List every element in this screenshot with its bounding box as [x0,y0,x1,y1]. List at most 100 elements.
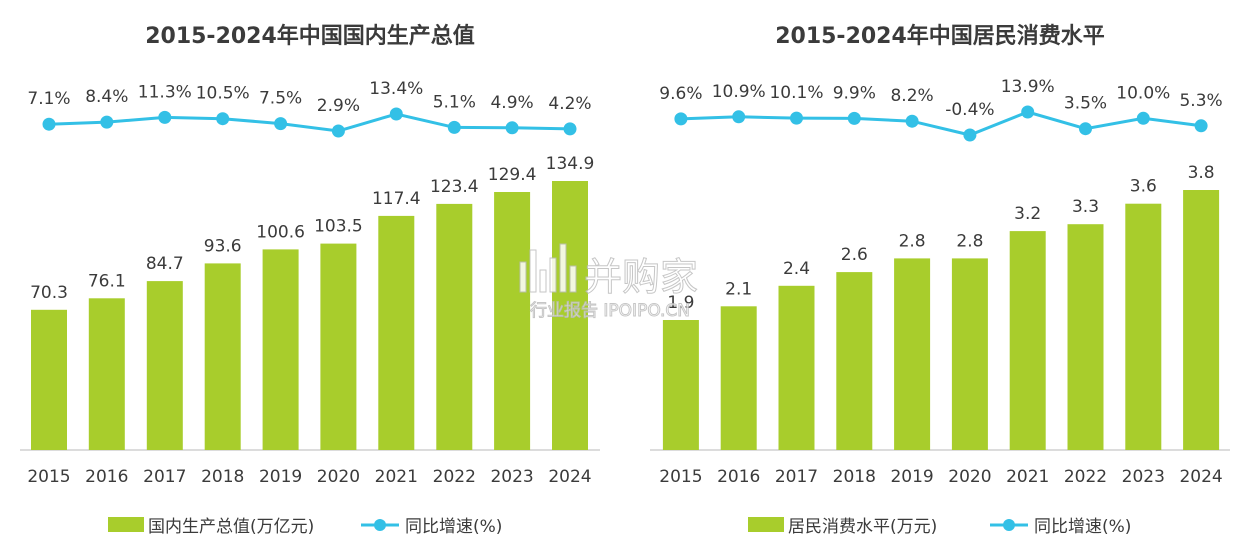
bar-2016 [88,298,125,450]
growth-value-label: 10.0% [1116,83,1170,103]
bar-value-label: 2.6 [841,245,868,265]
growth-value-label: 9.9% [833,83,876,103]
growth-value-label: -0.4% [945,100,994,120]
legend-line-label: 同比增速(%) [405,517,502,537]
growth-value-label: 4.9% [490,93,533,113]
growth-point [1194,119,1208,133]
bar-value-label: 3.2 [1014,204,1041,224]
bar-2016 [720,306,757,450]
growth-point [1079,122,1092,136]
bar-value-label: 2.4 [783,259,810,279]
legend-line-label: 同比增速(%) [1034,517,1131,537]
x-tick-label: 2022 [1064,467,1107,487]
growth-point [505,121,519,135]
growth-point [447,120,461,134]
x-tick-label: 2016 [85,467,128,487]
x-tick-label: 2018 [833,467,876,487]
gdp-bar-series: 70.3 76.1 84.7 93.6 100.6 103.5 117.4 123.4 129.… [30,154,594,450]
x-tick-label: 2018 [201,467,244,487]
growth-value-label: 10.1% [769,83,823,103]
growth-point [1021,105,1035,119]
growth-point [563,122,577,136]
growth-point [274,117,288,131]
chart-title: 2015-2024年中国居民消费水平 [775,23,1105,49]
growth-value-label: 8.2% [890,86,933,106]
bar-value-label: 3.8 [1188,163,1215,183]
growth-point [100,115,114,129]
growth-point [905,114,919,128]
x-tick-label: 2023 [1122,467,1165,487]
growth-value-label: 5.1% [433,92,476,112]
bar-2019 [262,249,299,450]
x-tick-labels: 2015 2016 2017 2018 2019 2020 2021 2022 2023 2024 [659,467,1222,487]
growth-point [1136,111,1150,125]
growth-point [674,112,688,126]
x-tick-label: 2019 [259,467,302,487]
watermark-logo-icon [519,243,577,293]
growth-value-label: 8.4% [85,87,128,107]
bar-2021 [1009,231,1046,450]
x-tick-label: 2015 [659,467,702,487]
legend: 国内生产总值(万亿元) 同比增速(%) [108,517,502,537]
growth-value-label: 7.5% [259,89,302,109]
x-tick-label: 2023 [490,467,533,487]
legend-bar-swatch [108,517,144,532]
bar-2018 [204,263,241,450]
x-tick-labels: 2015 2016 2017 2018 2019 2020 2021 2022 2023 2024 [27,467,591,487]
growth-point [847,111,861,125]
growth-point [216,112,230,126]
growth-value-label: 2.9% [317,96,360,116]
bar-value-label: 103.5 [314,217,363,237]
x-tick-label: 2021 [1006,467,1049,487]
bar-2021 [378,215,415,450]
growth-value-label: 4.2% [548,94,591,114]
growth-value-label: 9.6% [659,84,702,104]
bar-value-label: 70.3 [30,283,68,303]
growth-line [680,110,1202,137]
growth-value-label: 10.5% [196,84,250,104]
bar-value-label: 76.1 [88,271,126,291]
watermark-brand: 并购家 [584,255,698,299]
bar-2017 [778,285,815,450]
bar-value-label: 2.1 [725,279,752,299]
bar-2019 [894,258,931,450]
bar-2022 [436,203,473,450]
legend-bar-label: 国内生产总值(万亿元) [148,517,314,537]
growth-value-label: 7.1% [27,89,70,109]
growth-point [158,110,172,124]
x-tick-label: 2019 [890,467,933,487]
legend-bar-label: 居民消费水平(万元) [788,517,937,537]
growth-point [732,110,746,124]
x-tick-label: 2022 [433,467,476,487]
growth-value-label: 5.3% [1179,91,1222,111]
bar-2024 [552,181,588,450]
bar-2018 [836,272,873,450]
legend-line-marker [1003,519,1015,531]
bar-value-label: 84.7 [146,254,184,274]
consumption-bar-series: 1.9 2.1 2.4 2.6 2.8 2.8 3.2 3.3 3.6 3.8 [662,163,1220,450]
watermark-subtitle: 行业报告 IPOIPO.CN [530,301,690,321]
growth-line [48,112,571,133]
bar-2020 [951,258,988,450]
bar-value-label: 134.9 [546,154,595,174]
growth-line-series: 7.1% 8.4% 11.3% 10.5% 7.5% 2.9% 13.4% 5.1% 4.9% 4… [27,79,592,138]
bar-2024 [1183,190,1220,450]
bar-2015 [662,320,699,450]
bar-value-label: 123.4 [430,177,479,197]
growth-point [42,117,56,131]
growth-value-label: 13.9% [1001,77,1055,97]
chart-title: 2015-2024年中国国内生产总值 [145,23,475,49]
consumption-chart: 2015-2024年中国居民消费水平 9.6% 10.9% 10.1% 9.9% 8.2… [650,23,1230,537]
x-tick-label: 2017 [775,467,818,487]
gdp-chart: 2015-2024年中国国内生产总值 7.1% 8.4% 11.3% 10.5% 7.5… [20,23,600,537]
x-tick-label: 2024 [1179,467,1222,487]
growth-point [790,111,803,125]
growth-value-label: 10.9% [712,82,766,102]
x-tick-label: 2024 [548,467,591,487]
legend-bar-swatch [748,517,784,532]
growth-point [389,107,403,121]
bar-value-label: 2.8 [956,231,983,251]
bar-value-label: 100.6 [256,222,305,242]
x-tick-label: 2015 [27,467,70,487]
